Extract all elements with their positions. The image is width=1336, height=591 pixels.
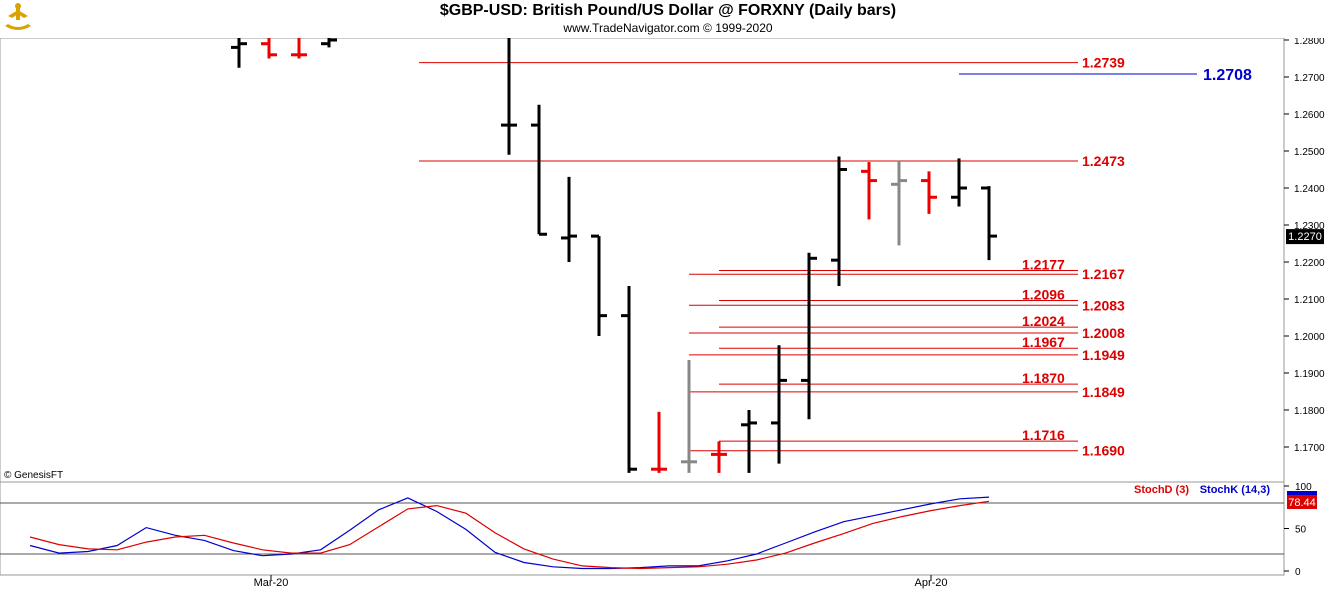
ohlc-bar bbox=[321, 38, 337, 48]
level-label: 1.2739 bbox=[1082, 55, 1125, 71]
stochd-legend: StochD (3) bbox=[1134, 484, 1189, 496]
price-tick-label: 1.2100 bbox=[1294, 295, 1325, 306]
ohlc-bar bbox=[801, 252, 817, 420]
stoch-tick-label: 50 bbox=[1295, 525, 1307, 536]
level-label: 1.2083 bbox=[1082, 297, 1125, 313]
ohlc-bar bbox=[531, 104, 547, 236]
stoch-tick-label: 0 bbox=[1295, 567, 1301, 578]
ohlc-bar bbox=[261, 38, 277, 59]
chart-title: $GBP-USD: British Pound/US Dollar @ FORX… bbox=[439, 2, 897, 19]
price-tick-label: 1.2000 bbox=[1294, 332, 1325, 343]
level-label: 1.2024 bbox=[1022, 313, 1065, 329]
ohlc-bar bbox=[831, 156, 847, 287]
price-tick-label: 1.1800 bbox=[1294, 406, 1325, 417]
stoch-last-tag: 78.44 bbox=[1287, 491, 1317, 509]
ohlc-bar bbox=[561, 176, 577, 262]
date-label-apr: Apr-20 bbox=[914, 577, 947, 589]
level-label: 1.2167 bbox=[1082, 266, 1125, 282]
genesis-logo-icon bbox=[5, 3, 31, 30]
chart-subtitle: www.TradeNavigator.com © 1999-2020 bbox=[563, 21, 773, 35]
stoch-tick-label: 100 bbox=[1295, 482, 1312, 493]
ohlc-bar bbox=[621, 286, 637, 473]
price-tick-label: 1.2200 bbox=[1294, 258, 1325, 269]
level-label: 1.1870 bbox=[1022, 370, 1065, 386]
level-label: 1.2177 bbox=[1022, 257, 1065, 273]
last-price-label: 1.2270 bbox=[1288, 231, 1322, 243]
price-tick-label: 1.1700 bbox=[1294, 443, 1325, 454]
price-panel bbox=[0, 37, 1285, 483]
fib-levels: 1.2739 1.2473 1.2177 1.2167 1.2096 1.2083 1.20… bbox=[419, 55, 1252, 459]
target-label: 1.2708 bbox=[1203, 67, 1252, 84]
date-axis: Mar-20 Apr-20 bbox=[254, 575, 948, 589]
stoch-series bbox=[29, 496, 990, 570]
stoch-legend: StochD (3) StochK (14,3) bbox=[1134, 484, 1270, 496]
level-label: 1.1849 bbox=[1082, 384, 1125, 400]
ohlc-bars bbox=[231, 38, 997, 473]
ohlc-bar bbox=[231, 38, 247, 68]
ohlc-bar bbox=[921, 171, 937, 214]
price-tick-label: 1.2500 bbox=[1294, 147, 1325, 158]
ohlc-bar bbox=[771, 345, 787, 464]
price-axis: 1.28001.27001.26001.25001.24001.23001.22… bbox=[1284, 36, 1325, 454]
level-label: 1.2096 bbox=[1022, 286, 1065, 302]
stoch-last-label: 78.44 bbox=[1288, 497, 1316, 509]
ohlc-bar bbox=[981, 186, 997, 261]
ohlc-bar bbox=[951, 158, 967, 207]
ohlc-bar bbox=[891, 160, 907, 246]
price-tick-label: 1.2300 bbox=[1294, 221, 1325, 232]
level-label: 1.2008 bbox=[1082, 325, 1125, 341]
price-tick-label: 1.2800 bbox=[1294, 36, 1325, 47]
level-label: 1.2473 bbox=[1082, 153, 1125, 169]
level-label: 1.1967 bbox=[1022, 334, 1065, 350]
stochd-line bbox=[29, 500, 990, 570]
price-tick-label: 1.1900 bbox=[1294, 369, 1325, 380]
stochk-line bbox=[29, 496, 990, 570]
level-label: 1.1949 bbox=[1082, 347, 1125, 363]
chart-header: $GBP-USD: British Pound/US Dollar @ FORX… bbox=[0, 0, 1336, 38]
ohlc-bar bbox=[711, 441, 727, 473]
price-tick-label: 1.2400 bbox=[1294, 184, 1325, 195]
genesis-copyright: © GenesisFT bbox=[4, 470, 63, 481]
ohlc-bar bbox=[681, 360, 697, 473]
level-label: 1.1716 bbox=[1022, 427, 1065, 443]
stoch-reference-lines bbox=[0, 502, 1284, 555]
ohlc-bar bbox=[291, 38, 307, 59]
last-price-tag: 1.2270 bbox=[1286, 229, 1324, 245]
price-tick-label: 1.2700 bbox=[1294, 73, 1325, 84]
stoch-panel bbox=[0, 481, 1285, 576]
ohlc-bar bbox=[861, 162, 877, 220]
ohlc-bar bbox=[741, 410, 757, 473]
ohlc-bar bbox=[591, 234, 607, 336]
stoch-axis: 100 50 0 bbox=[1284, 482, 1312, 578]
stochk-legend: StochK (14,3) bbox=[1200, 484, 1271, 496]
price-tick-label: 1.2600 bbox=[1294, 110, 1325, 121]
ohlc-bar bbox=[501, 38, 517, 155]
date-label-mar: Mar-20 bbox=[254, 577, 289, 589]
level-label: 1.1690 bbox=[1082, 443, 1125, 459]
ohlc-bar bbox=[651, 411, 667, 473]
